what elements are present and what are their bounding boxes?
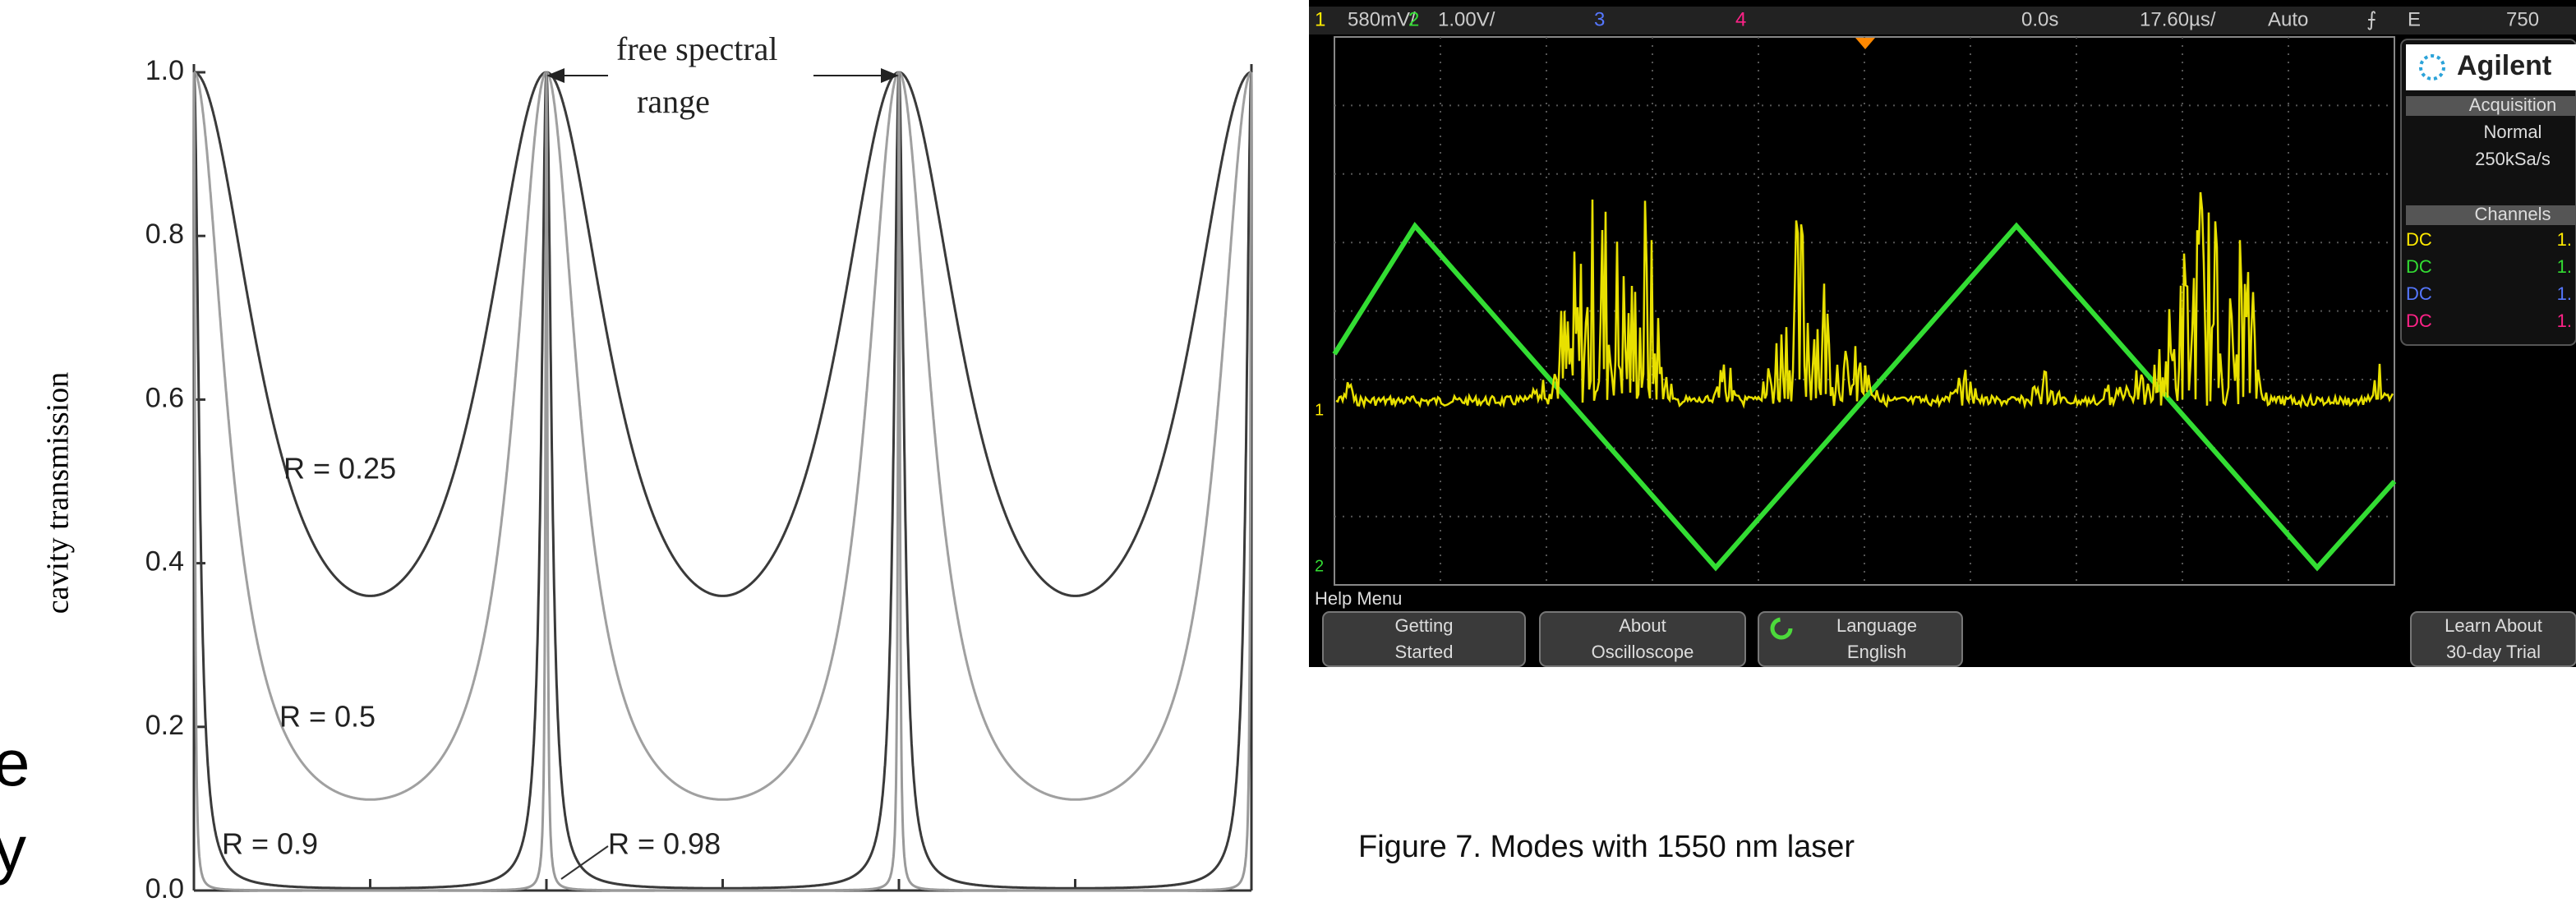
curve-label: R = 0.9: [222, 827, 318, 861]
y-tick-label: 0.4: [145, 546, 184, 578]
softkey-label: Getting: [1395, 615, 1454, 636]
channel-coupling: DC: [2406, 256, 2432, 277]
y-tick-label: 0.0: [145, 873, 184, 902]
ch4: 4: [1735, 8, 1746, 30]
ch2-scale: 1.00V/: [1438, 8, 1495, 30]
ch2: 2: [1408, 8, 1419, 30]
curve-label: R = 0.5: [279, 700, 376, 734]
channel-value: 1.: [2557, 283, 2572, 304]
channel-value: 1.: [2557, 229, 2572, 250]
help-menu: Help Menu: [1315, 588, 1402, 609]
caption: Figure 7. Modes with 1550 nm laser: [1358, 830, 1855, 864]
softkey-label: English: [1847, 642, 1906, 662]
channel-coupling: DC: [2406, 283, 2432, 304]
softkey-label: Oscilloscope: [1592, 642, 1694, 662]
ch3: 3: [1594, 8, 1605, 30]
acq-rate: 250kSa/s: [2475, 149, 2551, 169]
softkey-label: Language: [1836, 615, 1917, 636]
annotation-line: range: [637, 83, 710, 120]
scope-screen: [1309, 0, 2576, 667]
fragment: y: [0, 812, 26, 886]
channel-coupling: DC: [2406, 229, 2432, 250]
softkey-label: 30-day Trial: [2446, 642, 2541, 662]
y-tick-label: 0.2: [145, 710, 184, 741]
acq-mode: Normal: [2484, 122, 2542, 142]
delay: 0.0s: [2021, 8, 2058, 30]
channel-value: 1.: [2557, 256, 2572, 277]
channel-value: 1.: [2557, 311, 2572, 331]
acq-title: Acquisition: [2469, 94, 2556, 115]
channels-title: Channels: [2475, 204, 2551, 224]
curve-label: R = 0.98: [608, 827, 721, 861]
ch1-scale: 580mV/: [1348, 8, 1416, 30]
ch2-ground-marker: 2: [1315, 557, 1324, 575]
ch1: 1: [1315, 8, 1325, 30]
softkey-label: About: [1619, 615, 1666, 636]
ch1-ground-marker: 1: [1315, 401, 1324, 419]
annotation-line: free spectral: [616, 30, 778, 67]
scope-header: [1309, 7, 2576, 35]
trigger-slope: ⨍: [2366, 8, 2377, 30]
trigger-level: 750: [2506, 8, 2539, 30]
trigger-source: E: [2408, 8, 2421, 30]
oscilloscope: 1 580mV/ 2 1.00V/ 3 4 0.0s 17.60µs/ Auto…: [1309, 0, 2576, 667]
page: e y cavity transmission 1 580mV/ 2 1.00V…: [0, 0, 2576, 902]
trigger-mode: Auto: [2268, 8, 2308, 30]
y-tick-label: 0.6: [145, 382, 184, 413]
channel-coupling: DC: [2406, 311, 2432, 331]
brand: Agilent: [2457, 50, 2551, 81]
curve-label: R = 0.25: [283, 452, 396, 486]
softkey-label: Learn About: [2445, 615, 2542, 636]
fragment: e: [0, 726, 30, 799]
softkey-label: Started: [1395, 642, 1454, 662]
y-tick-label: 1.0: [145, 55, 184, 86]
timebase: 17.60µs/: [2140, 8, 2216, 30]
y-axis-label: cavity transmission: [41, 372, 76, 614]
y-tick-label: 0.8: [145, 219, 184, 250]
